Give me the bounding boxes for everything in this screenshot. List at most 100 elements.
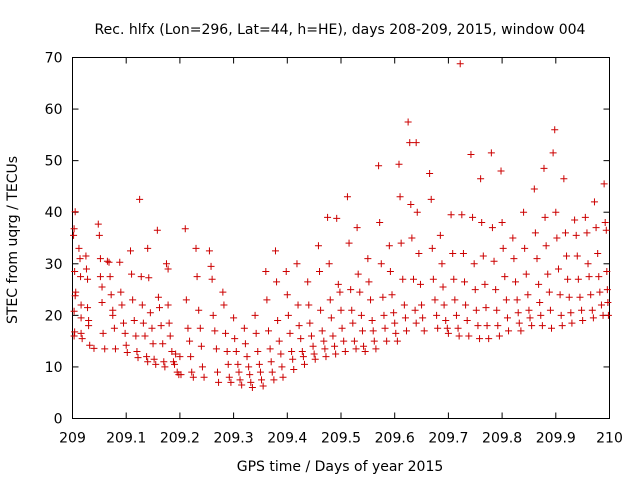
data-point: [377, 260, 385, 268]
data-point: [98, 283, 106, 291]
data-point: [150, 355, 158, 363]
data-point: [505, 327, 513, 335]
data-point: [71, 208, 79, 216]
data-point: [492, 286, 500, 294]
data-point: [360, 342, 368, 350]
data-point: [406, 139, 414, 147]
data-point: [471, 286, 479, 294]
data-point: [463, 317, 471, 325]
data-point: [172, 350, 180, 358]
data-point: [347, 286, 355, 294]
x-tick-label: 209.4: [267, 431, 307, 447]
data-point: [278, 363, 286, 371]
data-point: [208, 275, 216, 283]
data-point: [273, 278, 281, 286]
data-point: [120, 319, 128, 327]
data-point: [535, 280, 543, 288]
data-point: [243, 353, 251, 361]
data-point: [258, 376, 266, 384]
x-tick-label: 209.9: [536, 431, 576, 447]
chart-title: Rec. hlfx (Lon=296, Lat=44, h=HE), days …: [95, 22, 586, 38]
data-point: [224, 360, 232, 368]
data-point: [431, 296, 439, 304]
x-tick-label: 210: [596, 431, 623, 447]
data-point: [318, 327, 326, 335]
data-point: [427, 195, 435, 203]
data-point: [288, 347, 296, 355]
data-point: [455, 332, 463, 340]
data-point: [195, 306, 203, 314]
data-point: [585, 273, 593, 281]
data-point: [451, 296, 459, 304]
data-point: [105, 258, 113, 266]
data-point: [456, 60, 464, 68]
data-point: [495, 332, 503, 340]
y-tick-label: 40: [45, 205, 63, 221]
data-point: [193, 273, 201, 281]
data-point: [557, 311, 565, 319]
data-point: [329, 332, 337, 340]
data-point: [117, 288, 125, 296]
data-point: [583, 229, 591, 237]
data-point: [164, 301, 172, 309]
data-point: [293, 260, 301, 268]
data-point: [415, 249, 423, 257]
data-point: [354, 270, 362, 278]
data-point: [548, 324, 556, 332]
data-point: [168, 347, 176, 355]
data-point: [326, 296, 334, 304]
data-point: [364, 255, 372, 263]
data-point: [152, 360, 160, 368]
data-point: [469, 213, 477, 221]
data-point: [333, 214, 341, 222]
data-point: [189, 373, 197, 381]
data-point: [458, 211, 466, 219]
data-point: [71, 292, 79, 300]
data-point: [225, 373, 233, 381]
data-point: [338, 324, 346, 332]
data-point: [240, 324, 248, 332]
data-point: [286, 329, 294, 337]
data-point: [270, 376, 278, 384]
data-point: [383, 337, 391, 345]
data-point: [497, 167, 505, 175]
data-point: [510, 255, 518, 263]
data-point: [350, 337, 358, 345]
data-point: [196, 324, 204, 332]
data-point: [141, 332, 149, 340]
data-point: [82, 252, 90, 260]
data-point: [567, 309, 575, 317]
data-point: [401, 314, 409, 322]
data-point: [434, 324, 442, 332]
data-point: [148, 324, 156, 332]
data-point: [546, 306, 554, 314]
data-point: [397, 239, 405, 247]
data-point: [205, 247, 213, 255]
data-point: [198, 363, 206, 371]
data-point: [235, 368, 243, 376]
data-point: [324, 213, 332, 221]
data-point: [379, 293, 387, 301]
data-point: [485, 335, 493, 343]
data-point: [396, 193, 404, 201]
data-point: [588, 306, 596, 314]
data-point: [118, 301, 126, 309]
data-point: [222, 329, 230, 337]
data-point: [110, 324, 118, 332]
data-point: [381, 324, 389, 332]
data-point: [552, 208, 560, 216]
data-point: [370, 337, 378, 345]
data-point: [263, 296, 271, 304]
data-point: [155, 304, 163, 312]
data-point: [227, 378, 235, 386]
data-point: [452, 311, 460, 319]
data-point: [563, 252, 571, 260]
data-point: [512, 278, 520, 286]
data-point: [295, 322, 303, 330]
data-point: [477, 175, 485, 183]
data-point: [234, 360, 242, 368]
data-point: [461, 278, 469, 286]
data-point: [545, 288, 553, 296]
data-point: [467, 150, 475, 158]
data-point: [223, 347, 231, 355]
